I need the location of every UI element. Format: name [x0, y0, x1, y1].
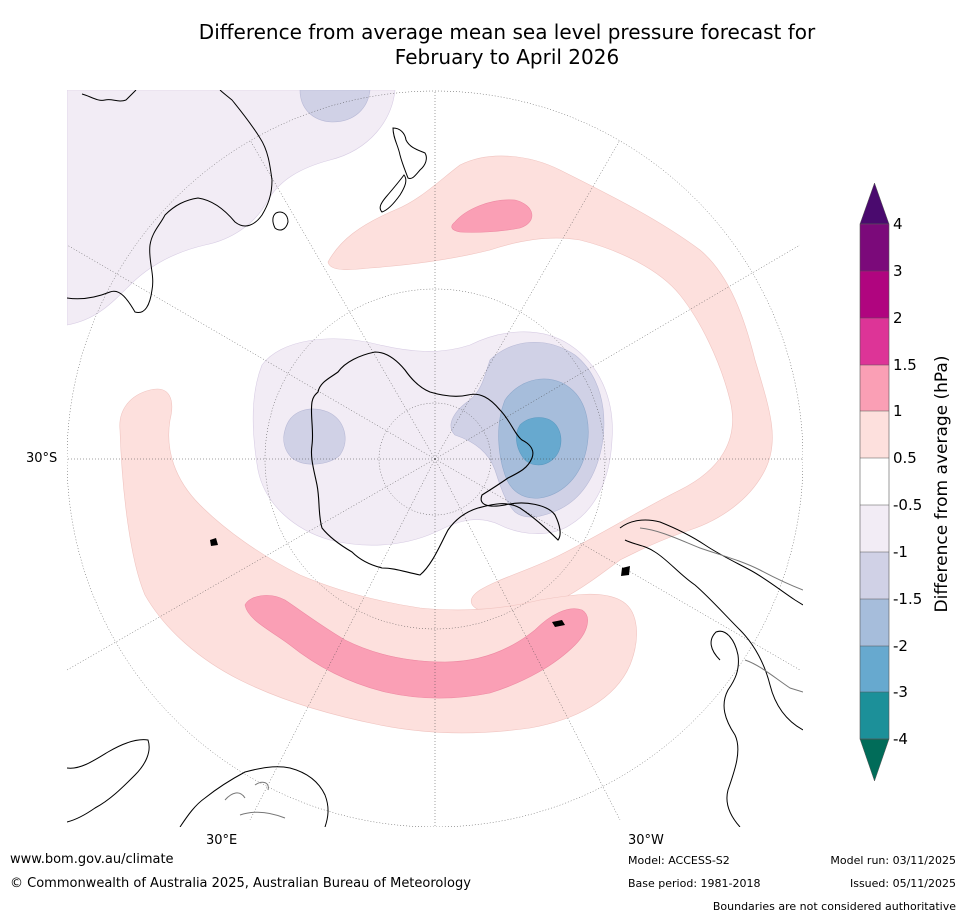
colorbar-tick-3: 3 — [893, 262, 903, 280]
colorbar-tick-m0.5: -0.5 — [893, 496, 922, 514]
new-zealand-south-island — [379, 174, 407, 213]
base-period-text: Base period: 1981-2018 — [628, 877, 761, 890]
colorbar-tick-1: 1 — [893, 402, 903, 420]
colorbar-band-m2-m1.5 — [860, 599, 889, 646]
issued-text: Issued: 05/11/2025 — [849, 877, 956, 890]
colorbar-band-m1.5-m1 — [860, 552, 889, 599]
island-kerguelen — [210, 538, 218, 546]
colorbar-tick-m3: -3 — [893, 683, 908, 701]
contour-positive-southern-core — [244, 595, 588, 699]
colorbar-tick-4: 4 — [893, 215, 903, 233]
copyright-text: © Commonwealth of Australia 2025, Austra… — [10, 876, 471, 891]
colorbar-tick-m2: -2 — [893, 637, 908, 655]
colorbar-band-m3-m2 — [860, 646, 889, 692]
colorbar-tick-0.5: 0.5 — [893, 449, 917, 467]
colorbar-band-3-4 — [860, 224, 889, 271]
africa-south-outline — [179, 766, 329, 827]
colorbar-top-extension — [859, 182, 890, 225]
australia-outline — [67, 90, 273, 314]
contour-negative-indian-sector — [283, 408, 346, 465]
colorbar-band-1.5-2 — [860, 318, 889, 365]
new-zealand-north-island — [392, 127, 427, 179]
disclaimer-text: Boundaries are not considered authoritat… — [712, 900, 956, 913]
colorbar-tick-m1.5: -1.5 — [893, 590, 922, 608]
contour-positive-pacific-core — [451, 199, 533, 233]
colorbar-tick-1.5: 1.5 — [893, 356, 917, 374]
island-falklands — [621, 566, 630, 576]
contour-positive-southern-arc — [119, 388, 637, 734]
colorbar-tick-2: 2 — [893, 309, 903, 327]
colorbar-bottom-extension — [859, 738, 890, 782]
africa-grey-border — [224, 781, 286, 819]
contour-negative-3 — [516, 417, 562, 466]
website-link[interactable]: www.bom.gov.au/climate — [10, 852, 174, 867]
antarctica-outline — [310, 351, 561, 576]
colorbar-band-0.5-1 — [860, 411, 889, 458]
chart-title: Difference from average mean sea level p… — [0, 20, 965, 70]
south-america-outline — [619, 519, 803, 827]
colorbar-band-m1-m0.5 — [860, 505, 889, 552]
title-line-1: Difference from average mean sea level p… — [198, 20, 816, 44]
australia-north-coast — [81, 90, 137, 102]
colorbar-band-neutral — [860, 458, 889, 505]
model-text: Model: ACCESS-S2 — [628, 854, 730, 867]
colorbar: 4 3 2 1.5 1 0.5 -0.5 -1 -1.5 -2 -3 -4 Di… — [859, 182, 952, 782]
colorbar-tick-m4: -4 — [893, 730, 908, 748]
longitude-label-30e: 30°E — [206, 833, 238, 848]
latitude-circles — [67, 90, 803, 827]
contour-negative-upper-left — [67, 90, 396, 326]
meridians — [67, 90, 803, 827]
title-line-2: February to April 2026 — [394, 45, 620, 69]
africa-outline — [67, 739, 150, 823]
colorbar-tick-m1: -1 — [893, 543, 908, 561]
latitude-label-30s: 30°S — [26, 451, 58, 466]
contour-negative-upper-patch — [299, 90, 371, 123]
longitude-label-30w: 30°W — [628, 833, 664, 848]
south-america-grey-border — [639, 527, 803, 693]
colorbar-band-m4-m3 — [860, 692, 889, 739]
island-south-georgia — [552, 620, 565, 627]
colorbar-label: Difference from average (hPa) — [932, 356, 952, 613]
colorbar-band-2-3 — [860, 271, 889, 318]
model-run-text: Model run: 03/11/2025 — [830, 854, 956, 867]
tasmania-outline — [272, 211, 289, 231]
colorbar-band-1-1.5 — [860, 365, 889, 411]
